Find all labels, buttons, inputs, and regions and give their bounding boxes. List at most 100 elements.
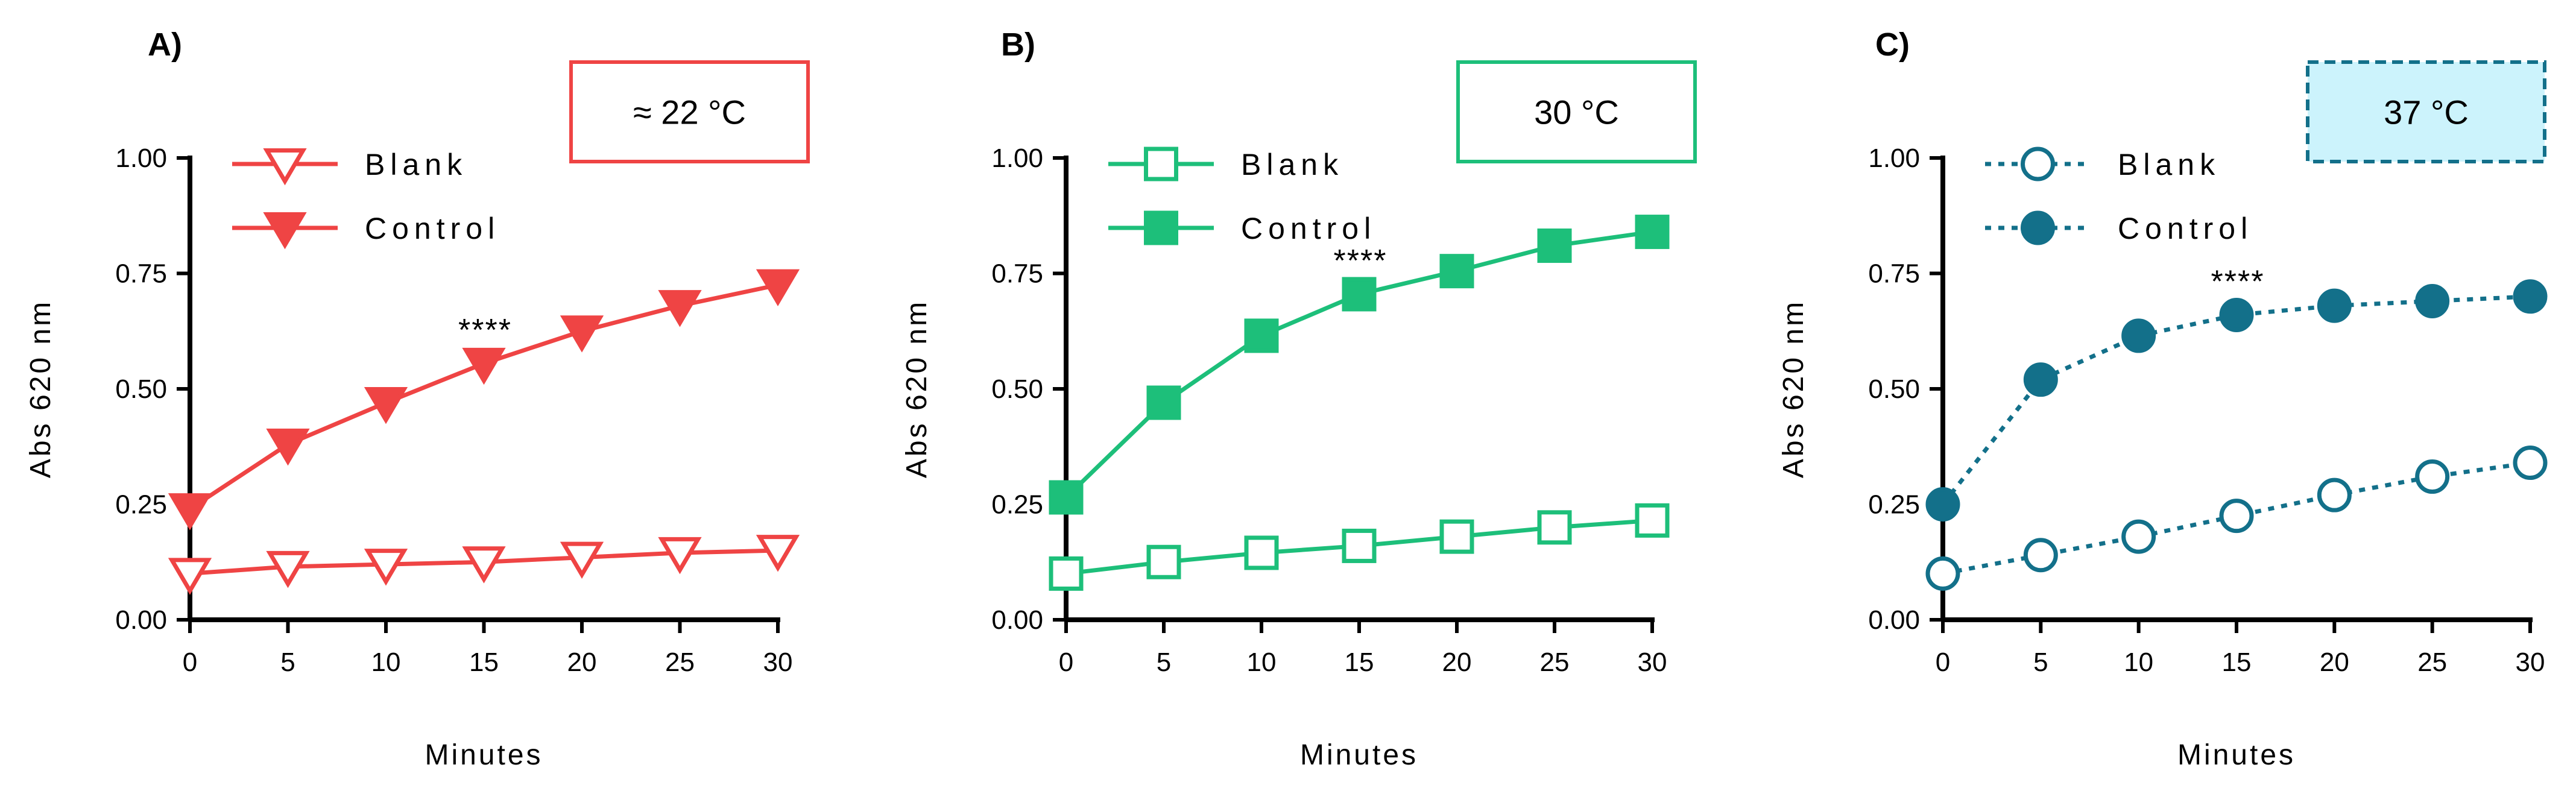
x-tick-label: 25 (665, 648, 695, 677)
y-tick-label: 0.00 (991, 605, 1043, 635)
y-tick-label: 1.00 (1868, 143, 1920, 173)
panel-label: A) (148, 27, 182, 63)
panel-c: C) 37 °C 0.00 0.25 0.50 0.75 1.00 0 5 10 15 20 25 30 M… (1778, 27, 2548, 771)
y-tick-label: 0.75 (1868, 259, 1920, 289)
y-tick-label: 0.50 (115, 374, 167, 404)
x-tick-label: 0 (183, 648, 197, 677)
data-point (1635, 503, 1670, 538)
data-point (364, 549, 408, 586)
x-tick-label: 25 (1540, 648, 1570, 677)
x-tick-label: 5 (1157, 648, 1171, 677)
condition-box (1456, 60, 1697, 163)
condition-label: ≈ 22 °C (633, 93, 746, 131)
data-point (2121, 318, 2156, 353)
x-tick-label: 15 (2222, 648, 2252, 677)
x-tick-label: 10 (1247, 648, 1277, 677)
y-tick-label: 0.50 (1868, 374, 1920, 404)
y-tick-label: 1.00 (991, 143, 1043, 173)
series-blank (1925, 446, 2548, 591)
data-point (1439, 254, 1474, 289)
data-point (364, 386, 408, 424)
data-point (1049, 480, 1084, 515)
x-tick-label: 30 (1638, 648, 1667, 677)
x-tick-label: 0 (1059, 648, 1073, 677)
panel-label: C) (1875, 27, 1910, 63)
x-tick-label: 5 (2033, 648, 2048, 677)
x-tick-label: 15 (1345, 648, 1374, 677)
series-control (1049, 215, 1670, 515)
y-axis-title: Abs 620 nm (901, 300, 933, 478)
condition-box (569, 60, 810, 163)
x-tick-label: 20 (1442, 648, 1472, 677)
y-tick-label: 0.25 (115, 490, 167, 520)
data-point (658, 537, 702, 575)
data-point (2513, 279, 2548, 314)
significance-annotation: **** (2211, 264, 2265, 299)
data-point (560, 315, 604, 353)
data-point (1342, 277, 1377, 312)
data-point (1244, 535, 1279, 570)
x-axis-title: Minutes (2177, 739, 2296, 771)
data-point (1439, 519, 1474, 554)
x-tick-label: 5 (280, 648, 295, 677)
data-point (2023, 538, 2058, 573)
legend-marker (263, 212, 307, 250)
data-point (266, 550, 310, 588)
data-point (1925, 556, 1960, 591)
panel-a: A) ≈ 22 °C 0.00 0.25 0.50 0.75 1.00 0 5 10 15 20 25 3… (25, 27, 810, 771)
data-point (1537, 228, 1572, 263)
x-tick-label: 25 (2417, 648, 2447, 677)
panel-b: B) 30 °C 0.00 0.25 0.50 0.75 1.00 0 5 10 15 20 25 30 M… (901, 27, 1697, 771)
condition-label: 30 °C (1534, 93, 1619, 131)
data-point (560, 541, 604, 579)
x-tick-label: 30 (763, 648, 793, 677)
x-axis-title: Minutes (1300, 739, 1418, 771)
data-point (1925, 487, 1960, 522)
y-tick-label: 0.25 (991, 490, 1043, 520)
data-point (2219, 499, 2254, 534)
legend-label: Blank (365, 148, 467, 181)
x-tick-label: 10 (371, 648, 401, 677)
data-point (168, 558, 212, 595)
y-tick-label: 1.00 (115, 143, 167, 173)
data-point (2415, 283, 2450, 318)
y-tick-label: 0.50 (991, 374, 1043, 404)
y-tick-label: 0.00 (115, 605, 167, 635)
data-point (1146, 544, 1181, 579)
legend-label: Control (2118, 212, 2253, 245)
data-point (168, 493, 212, 531)
x-tick-label: 0 (1936, 648, 1950, 677)
x-tick-label: 20 (2320, 648, 2349, 677)
x-tick-label: 15 (469, 648, 499, 677)
data-point (2317, 477, 2352, 512)
legend-marker (263, 148, 307, 186)
data-point (462, 347, 506, 385)
series-control (168, 269, 800, 531)
y-axis-title: Abs 620 nm (25, 300, 57, 478)
data-point (1635, 215, 1670, 250)
x-tick-label: 10 (2124, 648, 2153, 677)
data-point (266, 428, 310, 466)
data-point (2219, 297, 2254, 332)
x-tick-label: 20 (567, 648, 597, 677)
y-axis-title: Abs 620 nm (1778, 300, 1810, 478)
data-point (462, 546, 506, 584)
legend-marker (2021, 147, 2055, 181)
legend-marker (1144, 147, 1178, 181)
data-point (2513, 446, 2548, 481)
panel-label: B) (1001, 27, 1035, 63)
series-blank (1049, 503, 1670, 591)
data-point (756, 269, 800, 307)
data-point (756, 535, 800, 572)
data-point (2317, 288, 2352, 323)
significance-annotation: **** (458, 313, 512, 348)
data-point (2415, 459, 2450, 494)
condition-label: 37 °C (2384, 93, 2469, 131)
y-tick-label: 0.75 (991, 259, 1043, 289)
y-tick-label: 0.25 (1868, 490, 1920, 520)
data-point (1244, 318, 1279, 353)
series-control (1925, 279, 2548, 522)
x-axis-title: Minutes (425, 739, 543, 771)
legend-label: Control (365, 212, 500, 245)
